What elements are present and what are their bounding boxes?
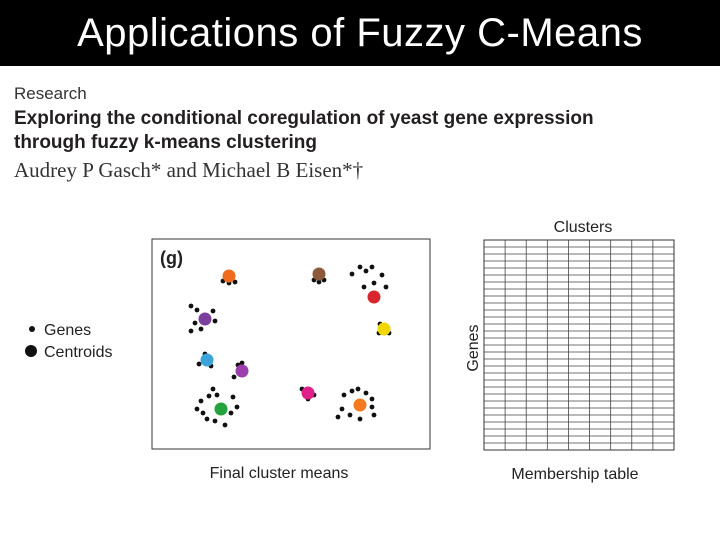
gene-dot [196, 361, 202, 367]
centroid-green [214, 402, 228, 416]
paper-title-line-1: Exploring the conditional coregulation o… [14, 108, 594, 129]
centroid-red [367, 290, 381, 304]
table-row-label-genes: Genes [465, 324, 482, 371]
gene-dot [369, 404, 375, 410]
legend-gene-marker [29, 326, 35, 332]
gene-dot [349, 388, 355, 394]
membership-table-grid [483, 239, 675, 451]
paper-title: Exploring the conditional coregulation o… [14, 107, 704, 155]
gene-dot [349, 271, 355, 277]
gene-dot [206, 393, 212, 399]
gene-dot [361, 284, 367, 290]
gene-dot [230, 394, 236, 400]
slide-title: Applications of Fuzzy C-Means [77, 11, 643, 55]
gene-dot [383, 284, 389, 290]
gene-dot [355, 386, 361, 392]
caption-membership-table: Membership table [511, 466, 638, 483]
centroid-orange [222, 269, 236, 283]
slide-title-bar: Applications of Fuzzy C-Means [0, 0, 720, 66]
paper-section-label: Research [14, 84, 87, 103]
legend-centroid-marker [25, 345, 37, 357]
gene-dot [194, 307, 200, 313]
centroid-light-blue [200, 353, 214, 367]
gene-dot [222, 422, 228, 428]
centroid-yellow [377, 322, 391, 336]
gene-dot [198, 326, 204, 332]
legend-genes-label: Genes [44, 322, 91, 339]
gene-dot [339, 406, 345, 412]
gene-dot [231, 374, 237, 380]
gene-dot [379, 272, 385, 278]
table-header-clusters: Clusters [554, 219, 613, 236]
gene-dot [363, 390, 369, 396]
gene-dot [212, 418, 218, 424]
gene-dot [357, 264, 363, 270]
gene-dot [239, 360, 245, 366]
gene-dot [341, 392, 347, 398]
gene-dot [212, 318, 218, 324]
gene-dot [335, 414, 341, 420]
centroid-orange2 [353, 398, 367, 412]
cluster-points [188, 264, 392, 428]
gene-dot [369, 396, 375, 402]
paper-authors: Audrey P Gasch* and Michael B Eisen*† [14, 158, 364, 182]
gene-dot [204, 416, 210, 422]
gene-dot [234, 404, 240, 410]
gene-dot [188, 303, 194, 309]
legend-centroids-label: Centroids [44, 344, 112, 361]
gene-dot [228, 410, 234, 416]
gene-dot [210, 386, 216, 392]
centroid-purple [198, 312, 212, 326]
gene-dot [200, 410, 206, 416]
gene-dot [188, 328, 194, 334]
gene-dot [369, 264, 375, 270]
gene-dot [363, 268, 369, 274]
gene-dot [214, 392, 220, 398]
cluster-means-panel [151, 238, 431, 450]
gene-dot [192, 320, 198, 326]
gene-dot [347, 412, 353, 418]
centroid-magenta [301, 386, 315, 400]
centroid-violet [235, 364, 249, 378]
gene-dot [371, 412, 377, 418]
gene-dot [371, 280, 377, 286]
gene-dot [316, 279, 322, 285]
gene-dot [210, 308, 216, 314]
gene-dot [357, 416, 363, 422]
panel-label: (g) [160, 248, 183, 268]
centroid-brown [312, 267, 326, 281]
gene-dot [198, 398, 204, 404]
gene-dot [194, 406, 200, 412]
caption-final-cluster-means: Final cluster means [210, 465, 349, 482]
paper-title-line-2: through fuzzy k-means clustering [14, 132, 317, 153]
gene-dot [232, 279, 238, 285]
